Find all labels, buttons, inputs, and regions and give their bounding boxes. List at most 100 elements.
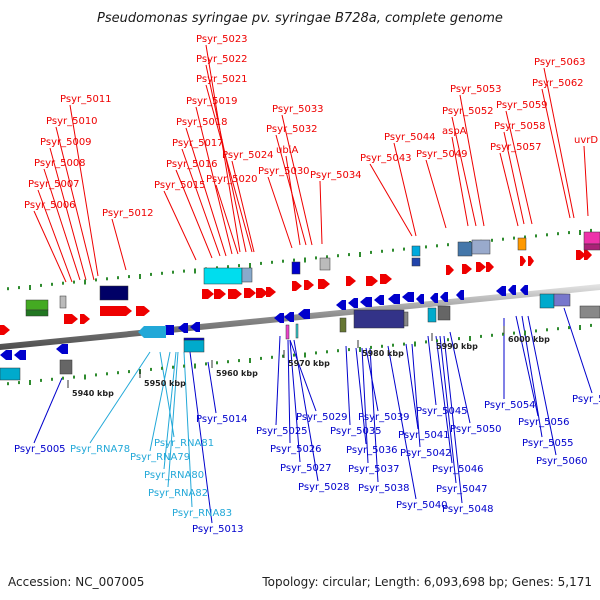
gene-label-bottom: Psyr_5055 [522,438,574,449]
leader-line-top [451,136,469,227]
leader-line-bottom [361,347,369,464]
leader-line-top [459,94,485,227]
scale-tick-label: 5960 kbp [216,369,258,378]
feature-box-olive [339,317,347,333]
leader-line-top [205,84,253,253]
leader-line-bottom [527,315,557,456]
gene-label-top: Psyr_5023 [196,34,248,45]
reverse-gene-arrow [388,294,400,304]
feature-box-cyan [183,339,205,353]
forward-gene-arrow [292,281,302,291]
gene-label-bottom: Psyr_5060 [536,456,588,467]
map-title: Pseudomonas syringae pv. syringae B728a,… [97,11,503,26]
leader-line-top [499,152,519,227]
leader-line-bottom [287,339,291,444]
leader-line-rna [159,351,175,438]
gene-label-top: Psyr_5053 [450,84,502,95]
rna-label: Psyr_RNA78 [70,444,130,455]
gene-label-top: Psyr_5018 [176,117,228,128]
leader-line-rna [89,351,151,444]
reverse-gene-arrow [402,292,414,302]
leader-line-top [281,114,313,246]
gene-label-bottom: Psyr_5056 [518,417,570,428]
feature-box-blue [291,261,301,275]
gene-label-bottom: Psyr_5035 [330,426,382,437]
leader-line-rna [167,351,179,488]
gene-label-top: Psyr_5034 [310,170,362,181]
forward-gene-arrow [202,289,214,299]
leader-line-top [393,142,417,237]
forward-gene-arrow [304,280,314,290]
gene-label-bottom: Psyr_5039 [358,412,410,423]
leader-line-bottom [439,335,457,484]
feature-box-cyan [0,367,21,381]
forward-gene-arrow [0,325,10,335]
leader-line-bottom [387,345,417,500]
gene-label-bottom: Psyr_5038 [358,483,410,494]
leader-line-bottom [33,377,63,444]
scale-tick-label: 6000 kbp [508,335,550,344]
gene-label-bottom: Psyr_5036 [346,445,398,456]
leader-line-bottom [411,343,421,448]
gene-label-top: Psyr_5022 [196,54,248,65]
leader-line-bottom [443,335,463,504]
forward-gene-arrow [100,306,132,316]
forward-gene-arrow [80,314,90,324]
scale-tick-label: 5950 kbp [144,379,186,388]
gene-label-bottom: Psyr_5048 [442,504,494,515]
gene-label-top: Psyr_5016 [166,159,218,170]
reverse-gene-arrow [56,344,68,354]
rna-label: Psyr_RNA80 [144,470,204,481]
leader-line-top [55,126,95,281]
feature-box-orange [517,237,527,251]
gene-label-top: Psyr_5044 [384,132,436,143]
leader-line-top [543,67,575,219]
gene-label-top: Psyr_5030 [258,166,310,177]
genome-summary-text: Topology: circular; Length: 6,093,698 bp… [261,575,592,589]
leader-line-bottom [289,339,301,463]
leader-line-rna [149,351,171,452]
leader-line-bottom [365,347,379,412]
gene-label-top: Psyr_5019 [186,96,238,107]
gene-label-top: Psyr_5011 [60,94,112,105]
gene-label-top: Psyr_5007 [28,179,80,190]
gene-label-top: Psyr_5020 [206,174,258,185]
gene-label-top: Psyr_5006 [24,200,76,211]
gene-label-bottom: Psyr_5047 [436,484,488,495]
gene-label-top: Psyr_5062 [532,78,584,89]
feature-box-cyan [203,267,243,285]
reverse-gene-arrow [0,350,12,360]
gene-label-top: Psyr_5033 [272,104,324,115]
gene-label-top: Psyr_5010 [46,116,98,127]
leader-line-bottom [427,335,437,406]
forward-gene-arrow [346,276,356,286]
reverse-gene-arrow [416,294,424,304]
gene-label-bottom: Psyr_5027 [280,463,332,474]
gene-label-bottom: Psyr_5037 [348,464,400,475]
leader-line-top [505,110,533,225]
feature-box-slate [471,239,491,255]
accession-text: Accession: NC_007005 [8,575,144,589]
reverse-gene-arrow [298,309,310,319]
gene-label-top: Psyr_5021 [196,74,248,85]
gene-label-bottom: Psyr_5005 [14,444,66,455]
leader-line-top [185,127,227,257]
gene-label-bottom: Psyr_5040 [396,500,448,511]
scale-tick-label: 5940 kbp [72,389,114,398]
gene-label-top: aspA [442,126,467,137]
gene-label-top: Psyr_5032 [266,124,318,135]
scale-tick-label: 5990 kbp [436,342,478,351]
reverse-gene-arrow [284,312,294,322]
reverse-gene-arrow [456,290,464,300]
gene-label-top: uvrD [574,135,598,146]
gene-label-top: ubiA [276,145,298,156]
forward-gene-arrow [576,250,586,260]
reverse-gene-arrow [138,326,166,338]
gene-label-top: Psyr_5043 [360,153,412,164]
reverse-gene-arrow [178,323,188,333]
leader-line-bottom [521,315,543,438]
reverse-gene-arrow [440,292,448,302]
forward-gene-arrow [476,262,486,272]
leader-line-rna [163,351,177,470]
gene-label-bottom: Psyr_5041 [398,430,450,441]
